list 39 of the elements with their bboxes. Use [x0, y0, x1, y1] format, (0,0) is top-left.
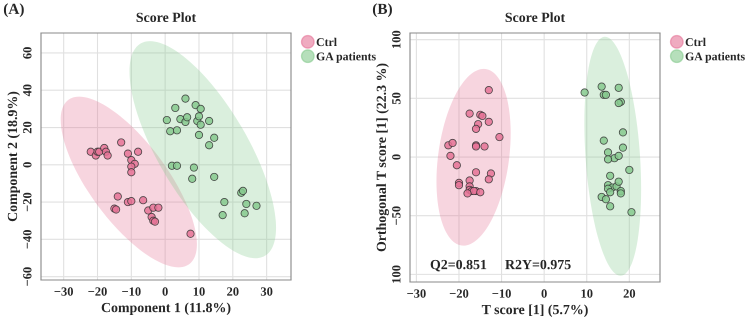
y-tick-label: −60: [23, 267, 32, 286]
x-tick-label: 20: [227, 287, 239, 296]
y-tick-label: 0: [23, 162, 32, 168]
y-tick-label: 40: [23, 84, 32, 96]
x-tick-label: −10: [492, 289, 511, 298]
x-tick-label: 30: [260, 287, 272, 296]
x-tick-label: 0: [542, 289, 547, 298]
annotation: Q2=0.851: [430, 260, 486, 272]
y-tick-label: −50: [392, 206, 401, 225]
x-tick-label: −20: [450, 289, 468, 298]
x-tick-label: −30: [407, 289, 426, 298]
y-tick-label: 0: [392, 154, 401, 160]
x-tick-label: −10: [122, 287, 141, 296]
legend-label: GA patients: [316, 52, 376, 63]
x-tick-label: 20: [624, 289, 636, 298]
text: (A): [4, 3, 24, 18]
legend-label: Ctrl: [316, 38, 337, 46]
legend-label: GA patients: [686, 52, 745, 63]
y-tick-label: 100: [392, 30, 401, 48]
annotation: R2Y=0.975: [505, 260, 571, 270]
x-tick-label: 10: [194, 287, 205, 296]
y-tick-label: 60: [23, 47, 32, 59]
y-tick-label: 50: [392, 92, 401, 104]
text: (B): [372, 3, 392, 18]
y-axis-title: Orthogonal T score [1] (22.3 %): [376, 64, 389, 252]
x-tick-label: 10: [582, 289, 593, 298]
y-tick-label: 20: [23, 122, 32, 134]
x-axis-title: Component 1 (11.8%): [102, 302, 230, 316]
x-tick-label: −20: [88, 287, 107, 296]
chart-title: Score Plot: [506, 12, 566, 22]
chart-title: Score Plot: [136, 12, 196, 22]
x-tick-label: −30: [54, 287, 73, 296]
x-tick-label: 0: [162, 287, 168, 296]
y-tick-label: −40: [23, 230, 32, 249]
y-tick-label: −20: [23, 192, 32, 212]
y-tick-label: 100: [392, 265, 401, 283]
y-axis-title: Component 2 (18.9%): [7, 92, 20, 222]
x-axis-title: T score [1] (5.7%): [482, 304, 588, 318]
legend-label: Ctrl: [686, 38, 706, 46]
